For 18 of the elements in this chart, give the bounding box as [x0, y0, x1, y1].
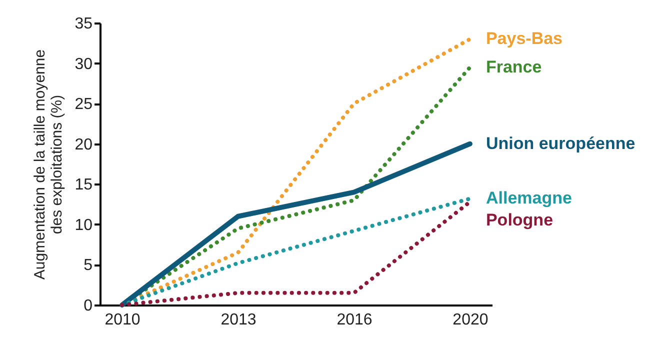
x-tick-label: 2016	[336, 312, 372, 328]
series-label: Pays-Bas	[486, 29, 563, 48]
y-tick-label: 0	[84, 298, 93, 314]
y-tick-label: 30	[74, 56, 93, 73]
y-tick-label: 15	[74, 176, 93, 194]
x-tick-label: 2010	[104, 312, 140, 328]
series-label: Union européenne	[486, 134, 636, 153]
x-tick-label: 2013	[220, 312, 256, 328]
y-tick-label: 35	[74, 16, 93, 32]
y-tick-label: 5	[84, 257, 93, 274]
y-tick-label: 25	[74, 96, 93, 114]
series-label: Allemagne	[486, 188, 572, 208]
series-label: Pologne	[486, 210, 554, 230]
x-tick-label: 2020	[452, 312, 488, 328]
y-axis-title: Augmentation de la taille moyenne des exploitations (%)	[32, 49, 66, 280]
series-label: France	[486, 57, 542, 76]
y-tick-label: 10	[74, 216, 93, 234]
y-tick-label: 20	[74, 136, 93, 154]
